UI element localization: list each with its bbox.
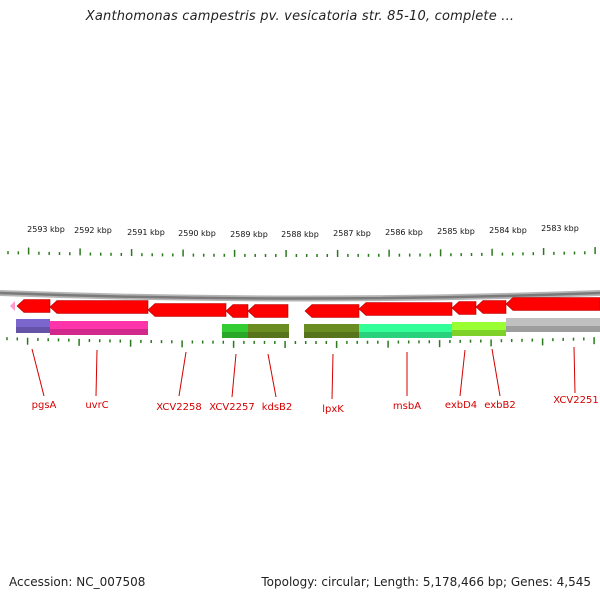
gene-label-exbd4[interactable]: exbD4: [445, 400, 477, 411]
gene-arrow[interactable]: [451, 301, 477, 315]
gene-arrow[interactable]: [358, 302, 453, 316]
ruler-labels: 2593 kbp 2592 kbp 2591 kbp 2590 kbp 2589 kbp…: [27, 224, 579, 239]
ruler-label: 2588 kbp: [281, 230, 319, 239]
gene-arrow[interactable]: [225, 304, 249, 318]
leader-line: [491, 348, 501, 397]
gene-arrows: [10, 297, 600, 318]
ruler-label: 2583 kbp: [541, 224, 579, 233]
feature-bar-shade: [506, 326, 600, 332]
gene-arrow[interactable]: [505, 297, 600, 311]
ruler-label: 2584 kbp: [489, 226, 527, 235]
leader-line: [231, 353, 237, 398]
feature-bar[interactable]: [506, 318, 600, 332]
gene-arrow[interactable]: [304, 304, 360, 318]
genome-backbone-line: [0, 291, 600, 300]
feature-bar-shade: [16, 327, 50, 333]
leader-line: [31, 348, 45, 397]
ruler-label: 2592 kbp: [74, 226, 112, 235]
feature-bar[interactable]: [304, 324, 359, 338]
feature-bar[interactable]: [222, 324, 248, 338]
feature-bar-shade: [452, 330, 506, 336]
leader-line: [267, 353, 277, 398]
bottom-tick-marks: [6, 337, 595, 348]
gene-label-pgsa[interactable]: pgsA: [32, 400, 57, 411]
ruler-label: 2586 kbp: [385, 228, 423, 237]
feature-bar-shade: [50, 329, 148, 335]
accession-text: Accession: NC_007508: [9, 575, 146, 589]
ruler-label: 2585 kbp: [437, 227, 475, 236]
ruler-label: 2593 kbp: [27, 225, 65, 234]
gene-arrow[interactable]: [49, 300, 149, 314]
gene-arrow[interactable]: [147, 303, 227, 317]
ruler-label: 2590 kbp: [178, 229, 216, 238]
gene-label-xcv2258[interactable]: XCV2258: [156, 402, 201, 413]
feature-bar[interactable]: [452, 322, 506, 336]
feature-bars: [16, 318, 600, 338]
ruler-label: 2587 kbp: [333, 229, 371, 238]
feature-bar-shade: [248, 332, 289, 338]
gene-arrow[interactable]: [475, 300, 507, 314]
ruler-label: 2591 kbp: [127, 228, 165, 237]
gene-labels: pgsA uvrC XCV2258 XCV2257 kdsB2 lpxK msbA exbD4…: [32, 395, 599, 415]
feature-bar[interactable]: [248, 324, 289, 338]
leader-line: [331, 353, 334, 400]
map-title: Xanthomonas campestris pv. vesicatoria s…: [85, 9, 515, 24]
ruler-label: 2589 kbp: [230, 230, 268, 239]
gene-label-msba[interactable]: msbA: [393, 401, 421, 412]
gene-label-lpxk[interactable]: lpxK: [322, 404, 344, 415]
small-gene-arrow[interactable]: [10, 301, 15, 311]
gene-label-kdsb2[interactable]: kdsB2: [262, 402, 293, 413]
genome-summary-text: Topology: circular; Length: 5,178,466 bp…: [261, 575, 591, 589]
gene-label-xcv2257[interactable]: XCV2257: [209, 402, 254, 413]
gene-label-xcv2251[interactable]: XCV2251: [553, 395, 598, 406]
gene-label-uvrc[interactable]: uvrC: [85, 400, 108, 411]
top-tick-marks: [7, 247, 596, 257]
feature-bar-shade: [222, 332, 248, 338]
feature-bar[interactable]: [359, 324, 452, 338]
leader-line: [459, 349, 466, 397]
gene-arrow[interactable]: [247, 304, 289, 318]
gene-label-exbb2[interactable]: exbB2: [484, 400, 515, 411]
leader-line: [95, 349, 98, 397]
feature-bar[interactable]: [16, 319, 50, 333]
feature-bar-shade: [359, 332, 452, 338]
leader-line: [178, 351, 187, 397]
feature-bar[interactable]: [50, 321, 148, 335]
gene-leader-lines: [31, 346, 576, 400]
leader-line: [573, 346, 576, 394]
gene-arrow[interactable]: [16, 299, 51, 313]
feature-bar-shade: [304, 332, 359, 338]
